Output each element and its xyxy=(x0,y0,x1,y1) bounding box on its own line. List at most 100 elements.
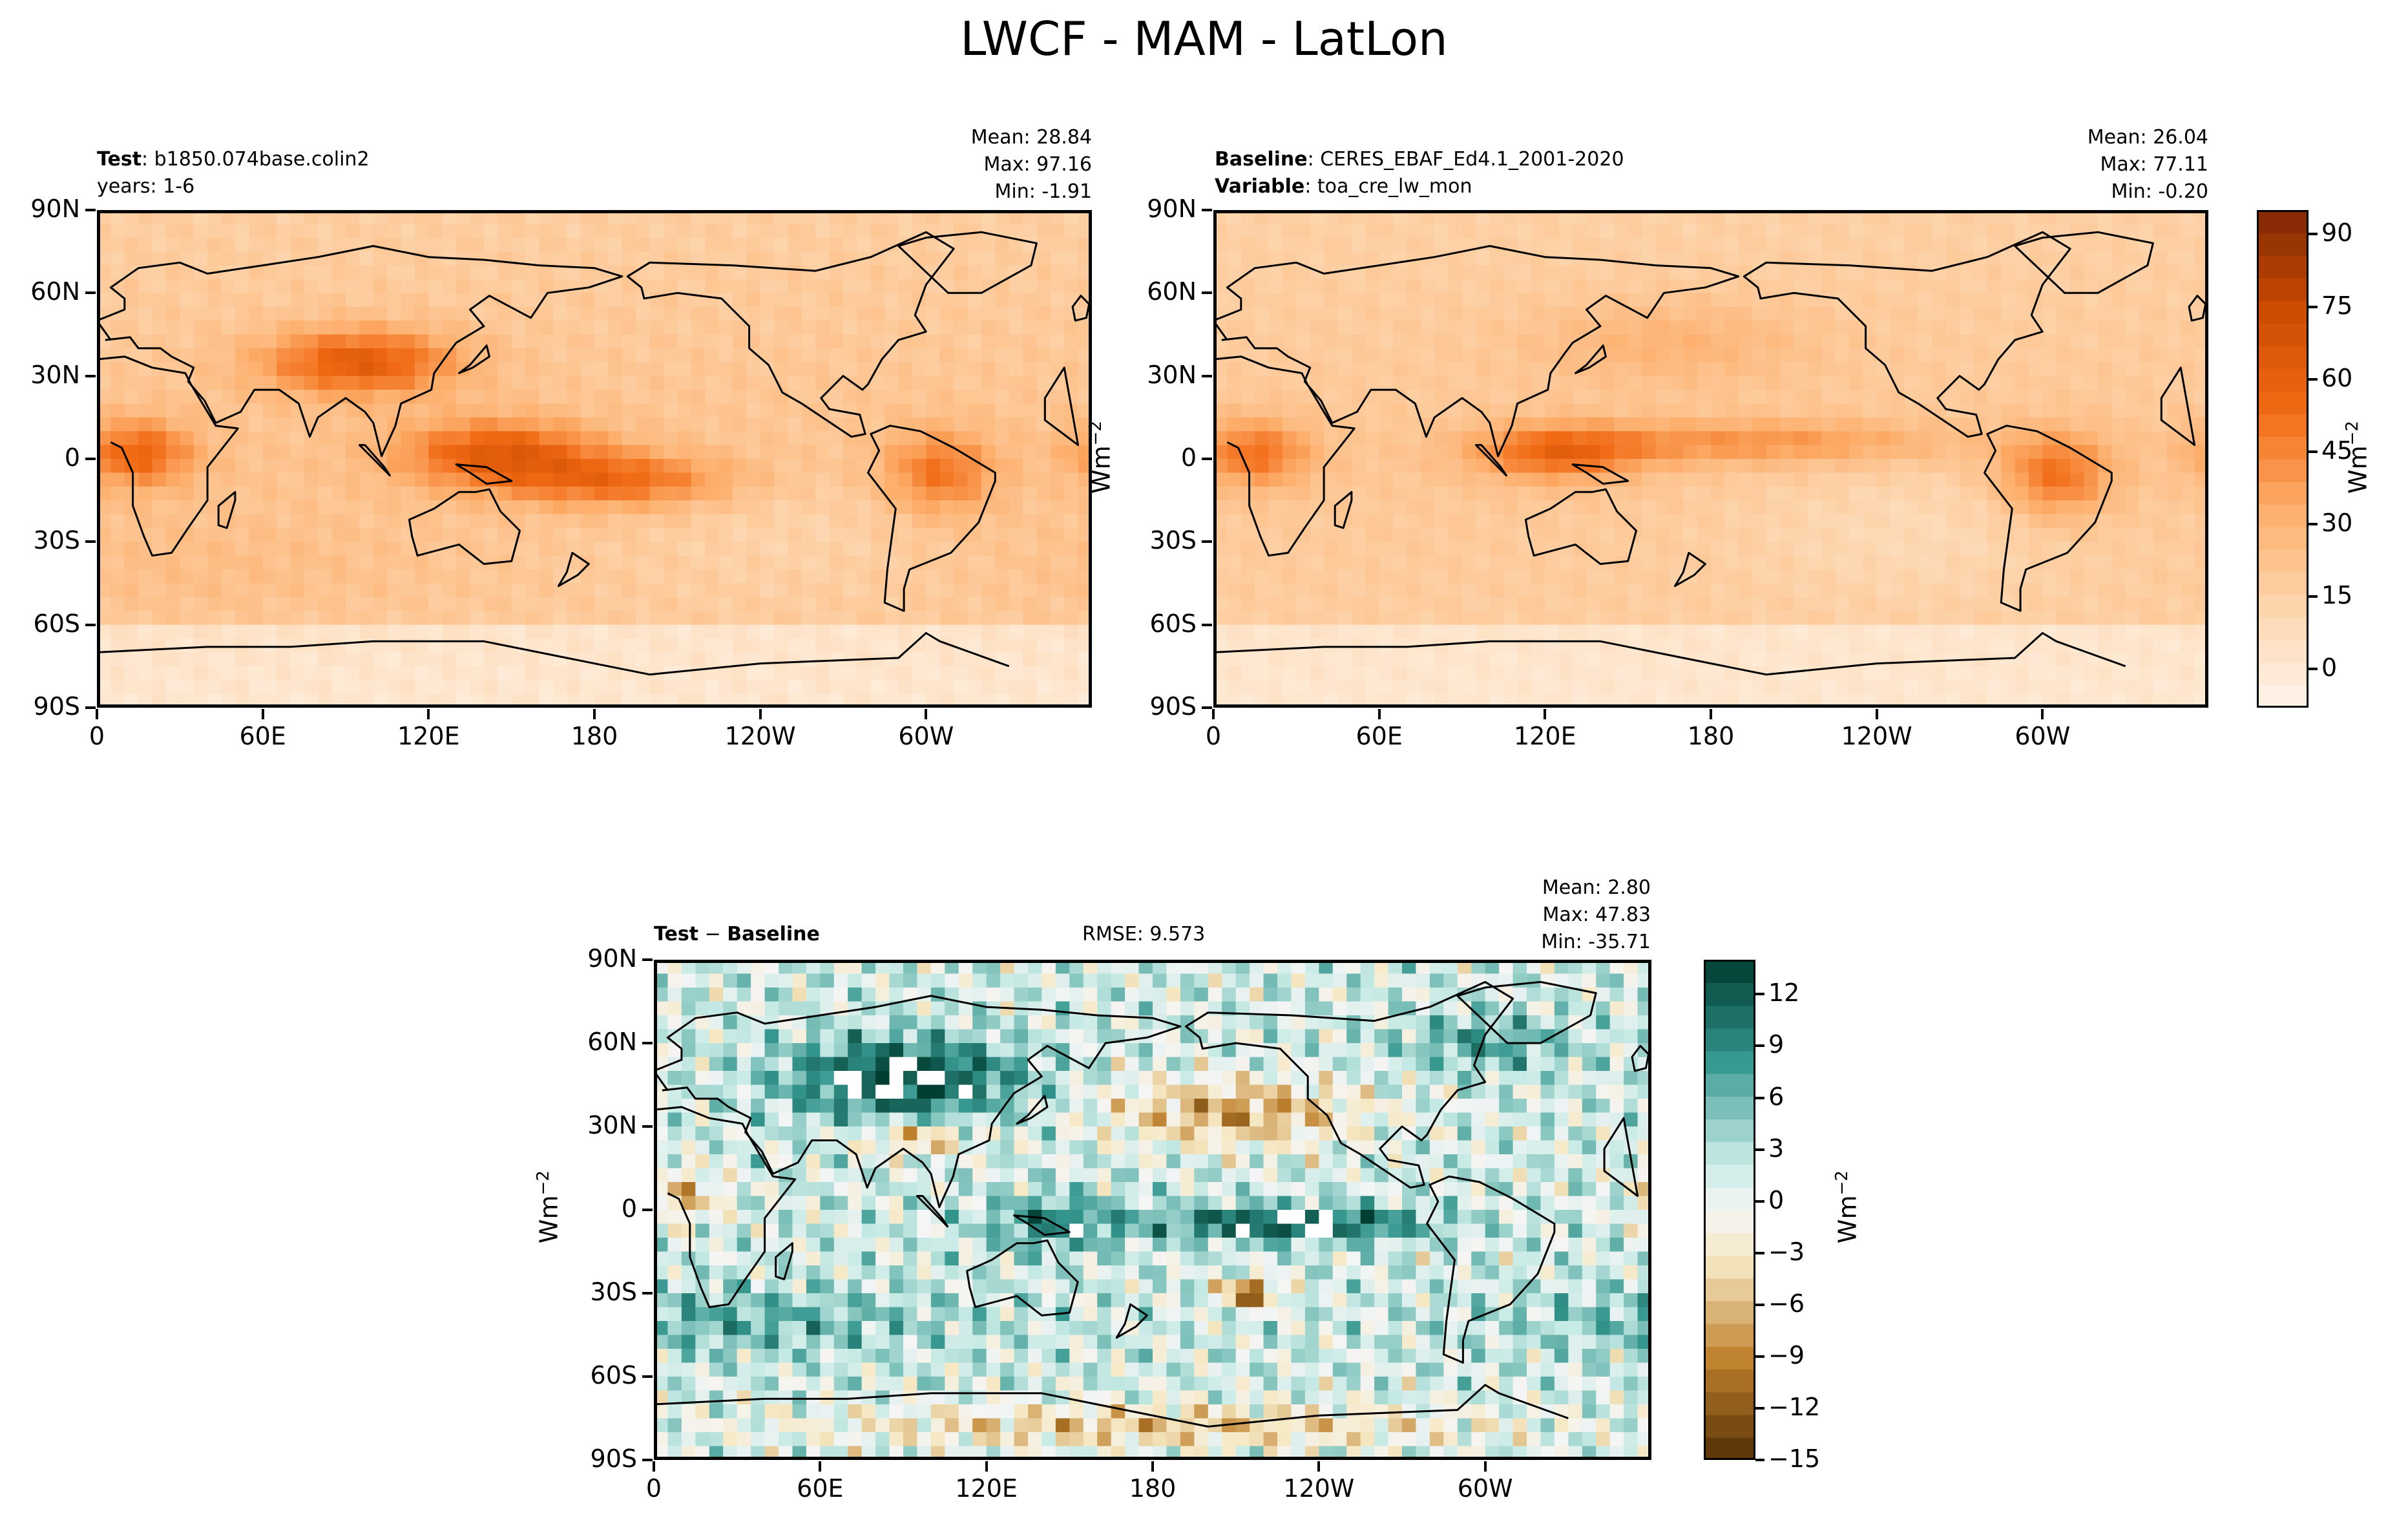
test-cell xyxy=(401,293,415,308)
baseline-cell xyxy=(1296,251,1311,266)
test-cell xyxy=(456,403,471,418)
test-cell xyxy=(124,210,139,225)
test-cell xyxy=(428,472,443,487)
baseline-cell xyxy=(1434,279,1449,294)
baseline-cell xyxy=(1642,652,1657,667)
test-cell xyxy=(939,514,954,529)
baseline-cell xyxy=(1960,472,1974,487)
baseline-cell xyxy=(1807,569,1822,584)
test-cell xyxy=(815,583,830,598)
test-cell xyxy=(262,527,277,543)
test-cell xyxy=(1050,265,1065,280)
baseline-cell xyxy=(1807,390,1822,405)
test-cell xyxy=(221,624,236,639)
test-cell xyxy=(1036,224,1051,238)
baseline-cell xyxy=(1779,334,1795,349)
test-cell xyxy=(567,486,581,501)
baseline-cell xyxy=(1503,334,1518,349)
test-cell xyxy=(207,472,222,487)
test-cell xyxy=(359,666,374,681)
test-cell xyxy=(97,611,112,626)
test-cell xyxy=(1078,334,1092,349)
baseline-cell xyxy=(1558,597,1573,612)
baseline-cell xyxy=(2153,334,2168,349)
test-cell xyxy=(954,542,968,556)
test-cell xyxy=(497,348,512,363)
test-cell xyxy=(705,375,720,390)
test-lat-tick-mark xyxy=(85,291,96,295)
baseline-cell xyxy=(1987,265,2002,280)
test-cell xyxy=(138,224,153,238)
test-cell xyxy=(1009,417,1023,432)
baseline-cell xyxy=(1876,279,1891,294)
test-lon-tick-mark xyxy=(261,709,264,719)
baseline-cell xyxy=(2070,362,2085,377)
baseline-cell xyxy=(1393,555,1408,570)
baseline-cell xyxy=(1365,306,1380,321)
test-cell xyxy=(954,611,968,626)
baseline-cell xyxy=(1766,583,1781,598)
test-cell xyxy=(456,514,471,529)
baseline-cell xyxy=(1973,293,1988,308)
baseline-cell xyxy=(1213,611,1228,626)
test-cell xyxy=(483,666,499,681)
baseline-cell xyxy=(1904,597,1919,612)
baseline-cell xyxy=(1766,237,1781,252)
baseline-cell xyxy=(1434,472,1449,487)
baseline-cell xyxy=(1407,417,1421,432)
baseline-cell xyxy=(1642,597,1657,612)
test-cell xyxy=(152,680,167,695)
test-cell xyxy=(277,224,291,238)
test-cell xyxy=(580,306,595,321)
test-cell xyxy=(1078,431,1092,446)
baseline-cell xyxy=(1379,486,1394,501)
baseline-cell xyxy=(1462,417,1477,432)
test-cell xyxy=(760,390,775,405)
test-cell xyxy=(110,639,125,653)
baseline-cell xyxy=(1835,417,1850,432)
baseline-cell xyxy=(1503,555,1518,570)
baseline-cell xyxy=(1738,210,1753,225)
baseline-cell xyxy=(1876,472,1891,487)
test-cell xyxy=(221,486,236,501)
baseline-cell xyxy=(1462,555,1477,570)
baseline-cell xyxy=(2125,375,2140,390)
baseline-cell xyxy=(1517,445,1532,460)
test-cell xyxy=(636,237,651,252)
baseline-cell xyxy=(1932,362,1947,377)
baseline-cell xyxy=(1476,390,1491,405)
test-cell xyxy=(870,624,885,639)
test-cell xyxy=(954,375,968,390)
baseline-cell xyxy=(1766,306,1781,321)
test-cell xyxy=(456,431,471,446)
baseline-cell xyxy=(1794,431,1808,446)
baseline-cell xyxy=(2125,279,2140,294)
baseline-cell xyxy=(1918,251,1933,266)
test-cell xyxy=(608,569,623,584)
baseline-cell xyxy=(1448,597,1463,612)
baseline-cell xyxy=(1821,597,1836,612)
baseline-cell xyxy=(1379,555,1394,570)
test-cell xyxy=(939,459,954,474)
baseline-cell xyxy=(1987,514,2002,529)
test-cell xyxy=(608,362,623,377)
baseline-cell xyxy=(1531,334,1546,349)
baseline-cell xyxy=(1835,639,1850,653)
baseline-cell xyxy=(2139,542,2154,556)
test-cell xyxy=(249,514,264,529)
test-cell xyxy=(428,265,443,280)
baseline-cell xyxy=(1365,431,1380,446)
test-cell xyxy=(428,321,443,335)
test-cell xyxy=(580,611,595,626)
baseline-cell xyxy=(1779,306,1795,321)
test-cell xyxy=(1009,334,1023,349)
test-cell xyxy=(663,375,678,390)
baseline-cell xyxy=(2153,500,2168,515)
test-cell xyxy=(165,279,181,294)
test-lat-tick-label: 0 xyxy=(64,443,80,472)
baseline-cell xyxy=(1848,362,1864,377)
baseline-cell xyxy=(1904,348,1919,363)
test-cell xyxy=(1078,542,1092,556)
test-cell xyxy=(235,279,250,294)
baseline-cell xyxy=(1573,555,1587,570)
